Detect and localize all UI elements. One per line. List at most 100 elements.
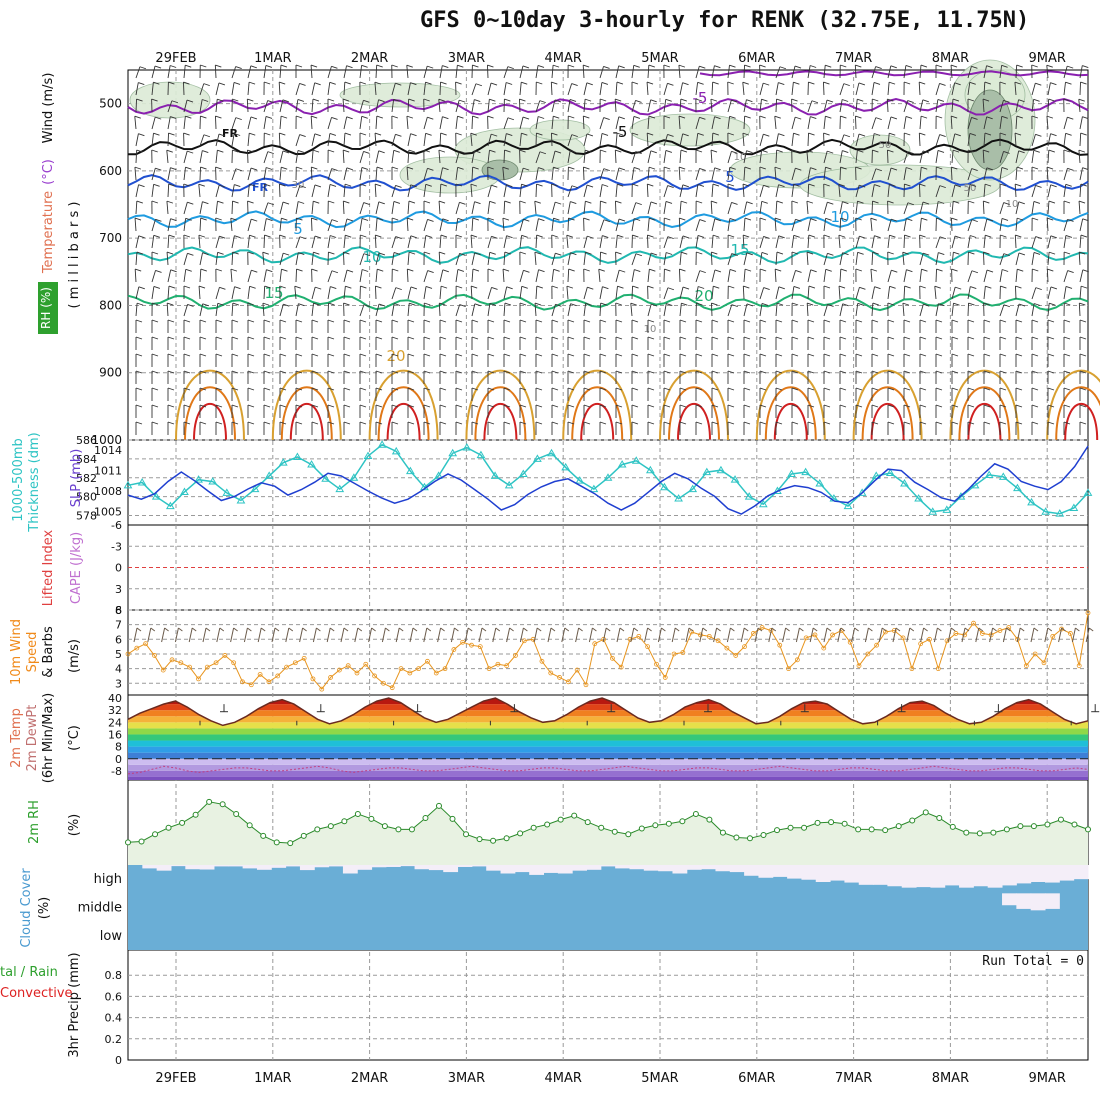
wind-barb-flag xyxy=(920,115,928,119)
wind-barb xyxy=(583,236,588,249)
wind-speed-marker xyxy=(460,639,466,645)
wind-barb-flag xyxy=(567,387,575,391)
rh-shading-dark xyxy=(967,89,1013,171)
wind-barb xyxy=(791,235,795,249)
wind-barb-flag xyxy=(969,132,977,136)
wind-barb-flag xyxy=(682,133,689,137)
warm-isotherm xyxy=(483,402,518,441)
wind-barb-flag xyxy=(427,116,434,120)
wind-barb xyxy=(359,100,364,113)
temp-tick-label: 8 xyxy=(115,741,122,754)
wind-barb xyxy=(183,304,188,317)
slp-line xyxy=(127,445,1089,515)
wind-barb-flag xyxy=(330,286,337,289)
wind-barb-flag xyxy=(983,336,991,340)
wind-barb xyxy=(183,218,187,232)
wind-barb-flag xyxy=(155,218,162,222)
wind-barb-flag xyxy=(601,81,609,85)
wind-barb-flag xyxy=(440,285,448,289)
wind-speed-marker xyxy=(900,635,906,641)
wind-barb-flag xyxy=(151,98,158,102)
wind-barb-flag xyxy=(763,184,770,188)
wind-barb-flag xyxy=(135,370,143,374)
wind-barb-flag xyxy=(455,353,463,357)
thickness-marker xyxy=(165,501,175,510)
rh-marker xyxy=(233,810,240,817)
wind-barb-flag xyxy=(971,65,978,69)
wind-barb-flag xyxy=(551,421,559,425)
wind-barb-flag xyxy=(153,81,160,85)
wind-barb xyxy=(423,270,429,283)
wind-barb-flag xyxy=(198,234,206,238)
wind-barb-flag xyxy=(904,132,911,136)
wind-barb-flag xyxy=(939,134,946,137)
wind-barb xyxy=(535,269,539,283)
cloud-clear-bar xyxy=(629,865,645,870)
wind-barb-flag xyxy=(955,286,962,290)
wind-barb xyxy=(375,269,378,283)
wind-barb-flag xyxy=(487,404,495,408)
wind-barb-flag xyxy=(199,319,207,323)
wind-barb xyxy=(695,270,701,283)
rh-marker xyxy=(422,815,429,822)
slp-axis-label: SLP (mb) xyxy=(69,449,84,508)
wind-barb-flag xyxy=(183,353,191,357)
surface-wind-barb xyxy=(299,627,304,643)
wind-barb-flag xyxy=(903,353,911,357)
wind-barb-flag xyxy=(311,370,319,374)
rh-marker xyxy=(557,816,564,823)
wind-barb-flag xyxy=(392,268,399,272)
wind-barb-flag xyxy=(761,303,769,306)
wind-barb-flag xyxy=(282,150,290,154)
wind-barb xyxy=(727,151,732,164)
wind-barb-flag xyxy=(231,387,239,391)
wind-barb xyxy=(407,99,410,113)
isotherm-label: FR xyxy=(222,127,239,140)
surface-wind-barb-flag xyxy=(205,627,211,632)
wind-barb-flag xyxy=(266,269,273,273)
wind-barb-flag xyxy=(666,252,673,255)
wind-tick-label: 6 xyxy=(115,633,122,646)
wind-speed-marker xyxy=(962,632,968,638)
wind-barb-flag xyxy=(487,115,494,119)
wind-barb-flag xyxy=(280,64,288,68)
wind-barb xyxy=(679,133,684,147)
wind-barb-flag xyxy=(311,268,318,272)
wind-barb xyxy=(166,150,169,164)
wind-barb-flag xyxy=(534,251,542,255)
wind-barb xyxy=(695,168,700,181)
wind-barb xyxy=(439,167,443,181)
wind-barb xyxy=(310,116,313,130)
wind-barb-flag xyxy=(151,353,159,357)
wind-barb xyxy=(983,167,988,181)
wind-barb-flag xyxy=(202,252,209,256)
pressure-tick-label: 900 xyxy=(99,366,122,380)
wind-barb xyxy=(983,133,986,147)
wind-barb-flag xyxy=(986,65,993,69)
wind-barb-flag xyxy=(438,98,445,102)
wind-barb xyxy=(759,201,763,215)
wind-barb-flag xyxy=(823,387,831,391)
wind-barb-flag xyxy=(999,132,1007,136)
wind-barb-flag xyxy=(775,370,783,374)
wind-barb-flag xyxy=(168,234,175,238)
wind-barb xyxy=(775,303,778,317)
rh-marker xyxy=(287,840,294,847)
wind-barb xyxy=(199,134,205,147)
wind-barb-flag xyxy=(170,218,177,222)
wind-barb xyxy=(198,286,201,300)
wind-speed-marker xyxy=(1050,633,1056,639)
surface-wind-barb-flag xyxy=(592,627,597,632)
wind-barb-flag xyxy=(327,404,335,408)
surface-wind-barb-flag xyxy=(191,627,197,632)
wind-barb xyxy=(359,269,363,283)
rh-marker xyxy=(706,816,713,823)
wind-barb-flag xyxy=(551,336,559,340)
wind-barb-flag xyxy=(795,167,802,171)
surface-wind-barb xyxy=(961,627,966,643)
wind-barb-flag xyxy=(983,149,990,153)
wind-barb xyxy=(999,253,1005,266)
wind-barb-flag xyxy=(1047,319,1055,323)
x-tick-label-top: 2MAR xyxy=(351,51,388,66)
wind-barb xyxy=(263,286,266,300)
